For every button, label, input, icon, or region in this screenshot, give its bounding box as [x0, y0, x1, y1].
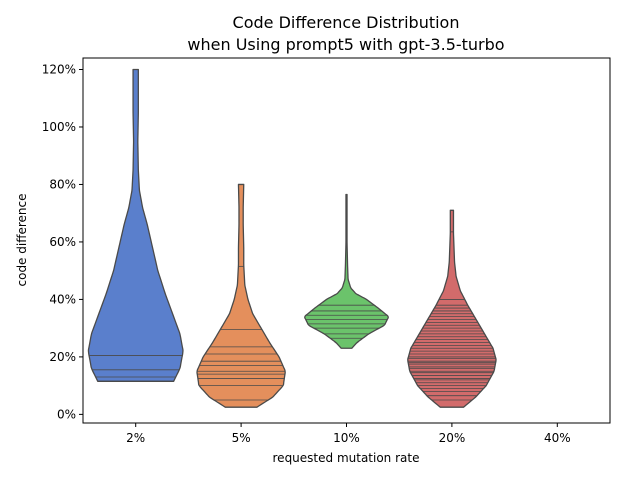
- y-tick-label: 40%: [49, 292, 76, 306]
- x-tick-label: 2%: [126, 431, 145, 445]
- y-tick-label: 60%: [49, 235, 76, 249]
- x-tick-label: 40%: [544, 431, 571, 445]
- y-axis: 0% 20% 40% 60% 80% 100% 120%: [42, 62, 83, 421]
- violins-group: [87, 68, 497, 408]
- y-tick-label: 20%: [49, 350, 76, 364]
- violin-2pct: [87, 68, 184, 382]
- y-tick-label: 0%: [57, 407, 76, 421]
- x-tick-label: 5%: [232, 431, 251, 445]
- violin-20pct: [407, 209, 497, 408]
- y-tick-label: 80%: [49, 177, 76, 191]
- chart-title-line2: when Using prompt5 with gpt-3.5-turbo: [187, 35, 504, 54]
- x-axis: 2% 5% 10% 20% 40%: [126, 423, 571, 445]
- y-axis-label: code difference: [15, 194, 29, 287]
- y-tick-label: 120%: [42, 62, 76, 76]
- x-tick-label: 10%: [333, 431, 360, 445]
- violin-5pct: [196, 183, 286, 408]
- violin-10pct: [304, 193, 389, 349]
- y-tick-label: 100%: [42, 120, 76, 134]
- x-axis-label: requested mutation rate: [273, 451, 420, 465]
- x-tick-label: 20%: [439, 431, 466, 445]
- chart-title-line1: Code Difference Distribution: [233, 13, 460, 32]
